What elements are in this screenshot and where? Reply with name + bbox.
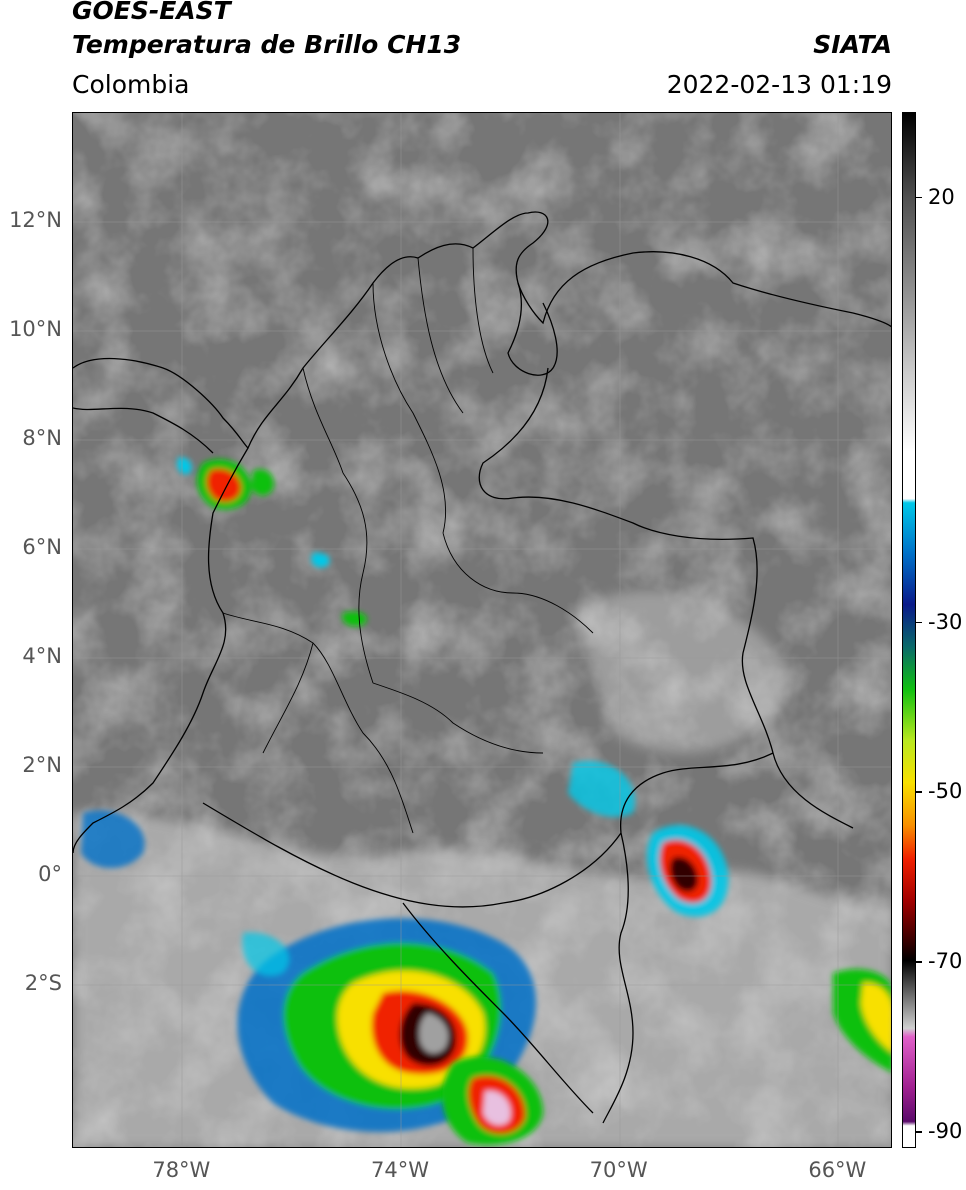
eastern-cloud-patch bbox=[573, 590, 793, 753]
coastlines-borders bbox=[73, 211, 891, 1124]
title-product: Temperatura de Brillo CH13 bbox=[72, 30, 462, 59]
satellite-map bbox=[72, 112, 892, 1148]
lon-label: 66°W bbox=[808, 1158, 867, 1182]
lat-label: 4°N bbox=[22, 644, 62, 669]
lat-label: 2°N bbox=[22, 753, 62, 778]
pacific-coast bbox=[73, 447, 249, 854]
colorbar-tick bbox=[916, 1131, 922, 1133]
maracaibo-lake bbox=[507, 282, 558, 376]
lon-label: 74°W bbox=[371, 1158, 429, 1182]
colorbar-tick bbox=[916, 961, 922, 963]
lat-label: 10°N bbox=[9, 317, 62, 342]
internal-divisions bbox=[222, 247, 594, 834]
peru-brazil-border bbox=[402, 902, 594, 1114]
lat-label: 6°N bbox=[22, 535, 62, 560]
lon-label: 78°W bbox=[152, 1158, 211, 1182]
panama-coast bbox=[73, 407, 214, 454]
colombia-ecuador-peru-border bbox=[202, 802, 622, 908]
lat-label: 8°N bbox=[22, 426, 62, 451]
organization-label: SIATA bbox=[813, 30, 892, 59]
caribbean-coast bbox=[73, 211, 891, 450]
lat-label: 0° bbox=[38, 862, 62, 887]
colorbar-tick-label: -90 bbox=[928, 1119, 963, 1144]
colorbar-tick bbox=[916, 621, 922, 623]
convection-southeast-edge bbox=[81, 810, 891, 1072]
convection-southwest bbox=[237, 918, 536, 1132]
region-label: Colombia bbox=[72, 70, 190, 99]
colorbar-tick bbox=[916, 791, 922, 793]
title-satellite: GOES-EAST bbox=[72, 0, 231, 25]
colorbar-tick-label: -50 bbox=[928, 779, 963, 804]
gridlines bbox=[73, 113, 891, 1147]
timestamp-label: 2022-02-13 01:19 bbox=[666, 70, 892, 99]
convection-northwest bbox=[177, 457, 367, 627]
lat-label: 12°N bbox=[9, 208, 62, 233]
colorbar-tick bbox=[916, 196, 922, 199]
colorbar-tick-label: -70 bbox=[928, 949, 963, 974]
convection-east bbox=[568, 761, 729, 917]
colombia-brazil-border bbox=[602, 752, 774, 1124]
colorbar bbox=[902, 112, 916, 1148]
colorbar-tick-label: -30 bbox=[928, 609, 963, 634]
colombia-venezuela-border bbox=[478, 367, 854, 829]
lon-label: 70°W bbox=[589, 1158, 648, 1182]
convection-south bbox=[442, 1056, 543, 1146]
lat-label: 2°S bbox=[24, 971, 62, 996]
colorbar-tick-label: 20 bbox=[928, 184, 955, 209]
